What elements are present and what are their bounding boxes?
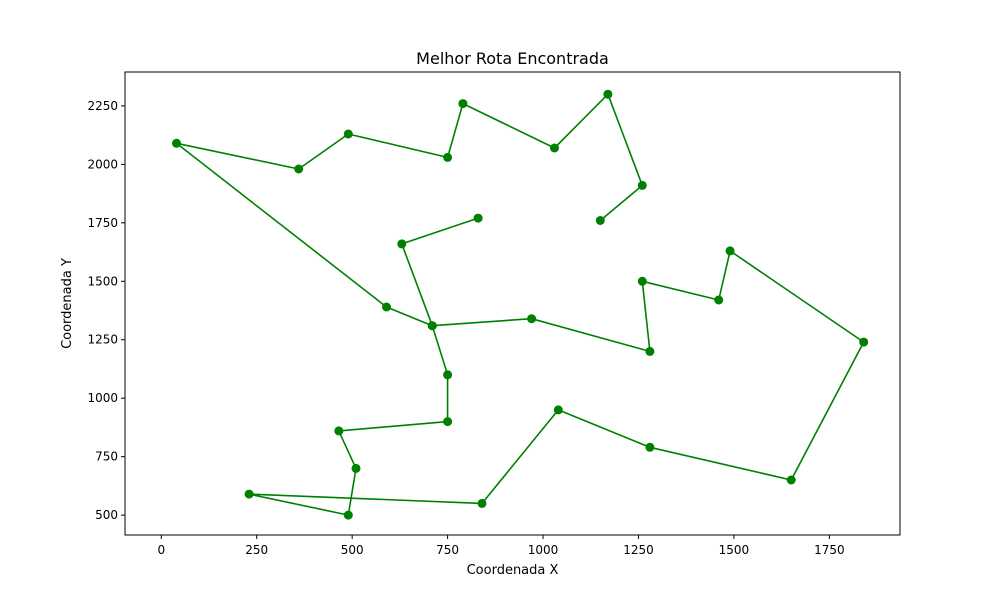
x-tick-label: 500: [341, 543, 364, 557]
y-tick-label: 2250: [87, 99, 118, 113]
route-point: [725, 246, 735, 256]
route-layer: [175, 93, 865, 516]
route-point: [714, 295, 724, 305]
route-point: [443, 417, 453, 427]
x-tick-label: 250: [245, 543, 268, 557]
route-point: [443, 370, 453, 380]
y-axis: 500 750 1000 1250 1500 1750 2000 2250: [87, 99, 125, 522]
y-tick-label: 1250: [87, 333, 118, 347]
route-point: [343, 510, 353, 520]
route-point: [786, 475, 796, 485]
route-point: [859, 337, 869, 347]
x-tick-label: 1250: [623, 543, 654, 557]
y-tick-label: 750: [95, 450, 118, 464]
y-tick-label: 2000: [87, 157, 118, 171]
x-tick-label: 1750: [814, 543, 845, 557]
plot-area: [124, 71, 901, 536]
route-point: [637, 276, 647, 286]
route-point: [477, 498, 487, 508]
y-tick-label: 1750: [87, 216, 118, 230]
route-point: [553, 405, 563, 415]
route-point: [427, 321, 437, 331]
route-point: [458, 99, 468, 109]
y-tick-label: 1500: [87, 274, 118, 288]
x-tick-label: 0: [157, 543, 165, 557]
route-point: [645, 346, 655, 356]
y-tick-label: 1000: [87, 391, 118, 405]
route-point: [443, 152, 453, 162]
marker-layer: [172, 89, 869, 520]
route-point: [473, 213, 483, 223]
chart-title: Melhor Rota Encontrada: [416, 49, 609, 68]
route-point: [595, 216, 605, 225]
route-point: [397, 239, 407, 249]
plot-frame: [124, 71, 901, 536]
route-point: [343, 129, 353, 139]
route-point: [603, 89, 613, 99]
x-tick-label: 1500: [719, 543, 750, 557]
route-point: [382, 302, 391, 312]
x-tick-label: 1000: [528, 543, 559, 557]
x-axis: 0 250 500 750 1000 1250 1500 1750: [157, 535, 845, 557]
route-point: [645, 442, 655, 452]
y-tick-label: 500: [95, 508, 118, 522]
route-point: [637, 180, 647, 190]
x-tick-label: 750: [436, 543, 459, 557]
y-axis-label: Coordenada Y: [60, 258, 75, 349]
route-point: [244, 489, 254, 499]
route-point: [334, 426, 344, 436]
route-point: [172, 138, 181, 148]
route-point: [550, 143, 559, 153]
route-point: [527, 314, 537, 324]
route-point: [294, 164, 304, 174]
x-axis-label: Coordenada X: [467, 563, 559, 578]
route-point: [351, 463, 361, 473]
route-line: [175, 93, 865, 516]
